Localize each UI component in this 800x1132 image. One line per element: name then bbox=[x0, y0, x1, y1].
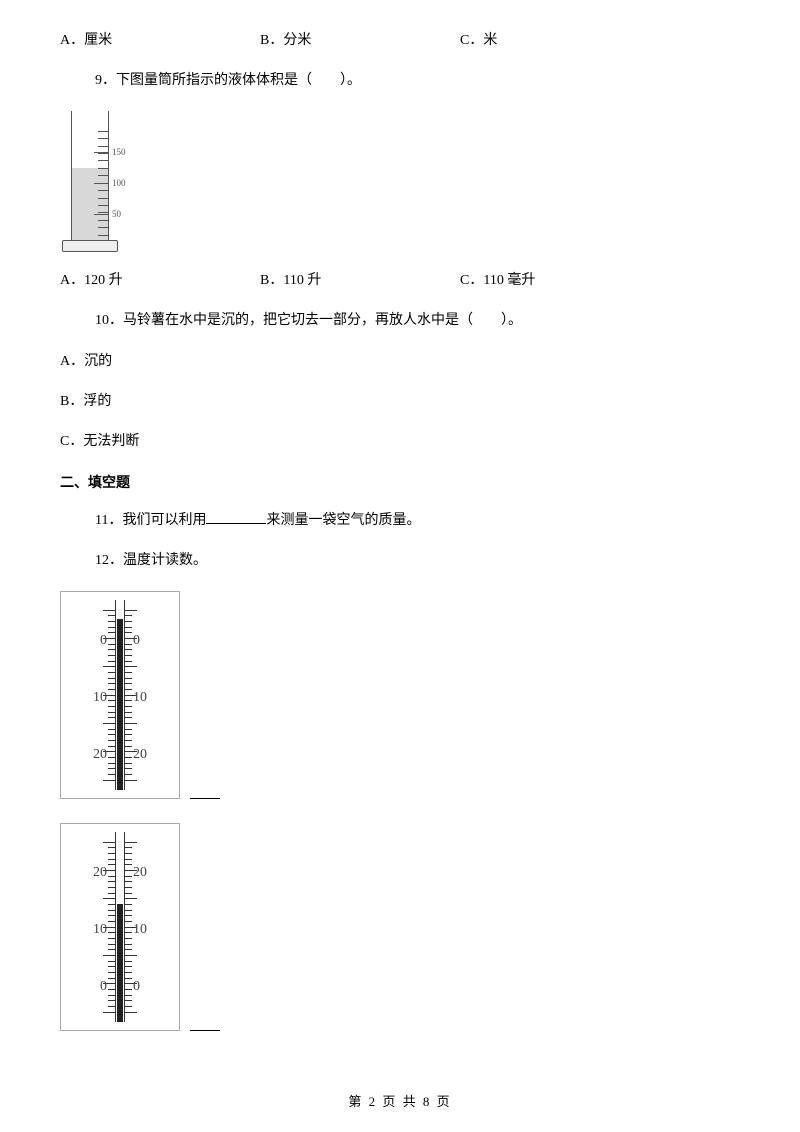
q11-prefix: 11．我们可以利用 bbox=[95, 513, 206, 528]
thermo-label: 0 bbox=[100, 633, 107, 649]
thermometer-2: 20 20 10 10 0 0 bbox=[60, 823, 180, 1031]
q9-text: 9．下图量筒所指示的液体体积是（ ）。 bbox=[60, 70, 740, 92]
opt-c[interactable]: C．米 bbox=[460, 30, 660, 52]
thermo-label: 0 bbox=[133, 979, 140, 995]
q10-opt-a[interactable]: A．沉的 bbox=[60, 351, 740, 373]
cylinder-tick-label: 50 bbox=[112, 209, 121, 219]
thermo-label: 20 bbox=[133, 747, 147, 763]
cylinder-base bbox=[62, 240, 118, 252]
thermo-label: 20 bbox=[133, 865, 147, 881]
q12-text: 12．温度计读数。 bbox=[60, 550, 740, 572]
q9-opt-c[interactable]: C．110 毫升 bbox=[460, 270, 660, 292]
cylinder-tick-label: 100 bbox=[112, 178, 126, 188]
q10-text: 10．马铃薯在水中是沉的，把它切去一部分，再放人水中是（ ）。 bbox=[60, 310, 740, 332]
thermometer-1: 0 0 10 10 20 20 bbox=[60, 591, 180, 799]
cylinder-tick-label: 150 bbox=[112, 147, 126, 157]
section-2-title: 二、填空题 bbox=[60, 472, 740, 492]
q10-opt-c[interactable]: C．无法判断 bbox=[60, 431, 740, 453]
q9-options: A．120 升 B．110 升 C．110 毫升 bbox=[60, 270, 740, 292]
q11-blank[interactable] bbox=[206, 510, 266, 524]
q10-opt-b[interactable]: B．浮的 bbox=[60, 391, 740, 413]
thermo-label: 0 bbox=[100, 979, 107, 995]
q9-opt-a[interactable]: A．120 升 bbox=[60, 270, 260, 292]
q12-thermo2-row: 20 20 10 10 0 0 bbox=[60, 823, 740, 1031]
q12-blank-1[interactable] bbox=[190, 787, 220, 799]
q12-thermo1-row: 0 0 10 10 20 20 bbox=[60, 591, 740, 799]
q12-blank-2[interactable] bbox=[190, 1019, 220, 1031]
q9-opt-b[interactable]: B．110 升 bbox=[260, 270, 460, 292]
thermo-label: 20 bbox=[93, 865, 107, 881]
q11-suffix: 来测量一袋空气的质量。 bbox=[266, 513, 420, 528]
q9-cylinder-figure: 150 100 50 bbox=[60, 111, 740, 252]
thermo-label: 10 bbox=[93, 922, 107, 938]
q-prev-options: A．厘米 B．分米 C．米 bbox=[60, 30, 740, 52]
thermo-label: 10 bbox=[133, 690, 147, 706]
thermo-label: 10 bbox=[93, 690, 107, 706]
thermo-label: 20 bbox=[93, 747, 107, 763]
thermo-label: 10 bbox=[133, 922, 147, 938]
page-footer: 第 2 页 共 8 页 bbox=[0, 1091, 800, 1110]
thermo-label: 0 bbox=[133, 633, 140, 649]
q11: 11．我们可以利用 来测量一袋空气的质量。 bbox=[60, 510, 740, 532]
opt-a[interactable]: A．厘米 bbox=[60, 30, 260, 52]
opt-b[interactable]: B．分米 bbox=[260, 30, 460, 52]
